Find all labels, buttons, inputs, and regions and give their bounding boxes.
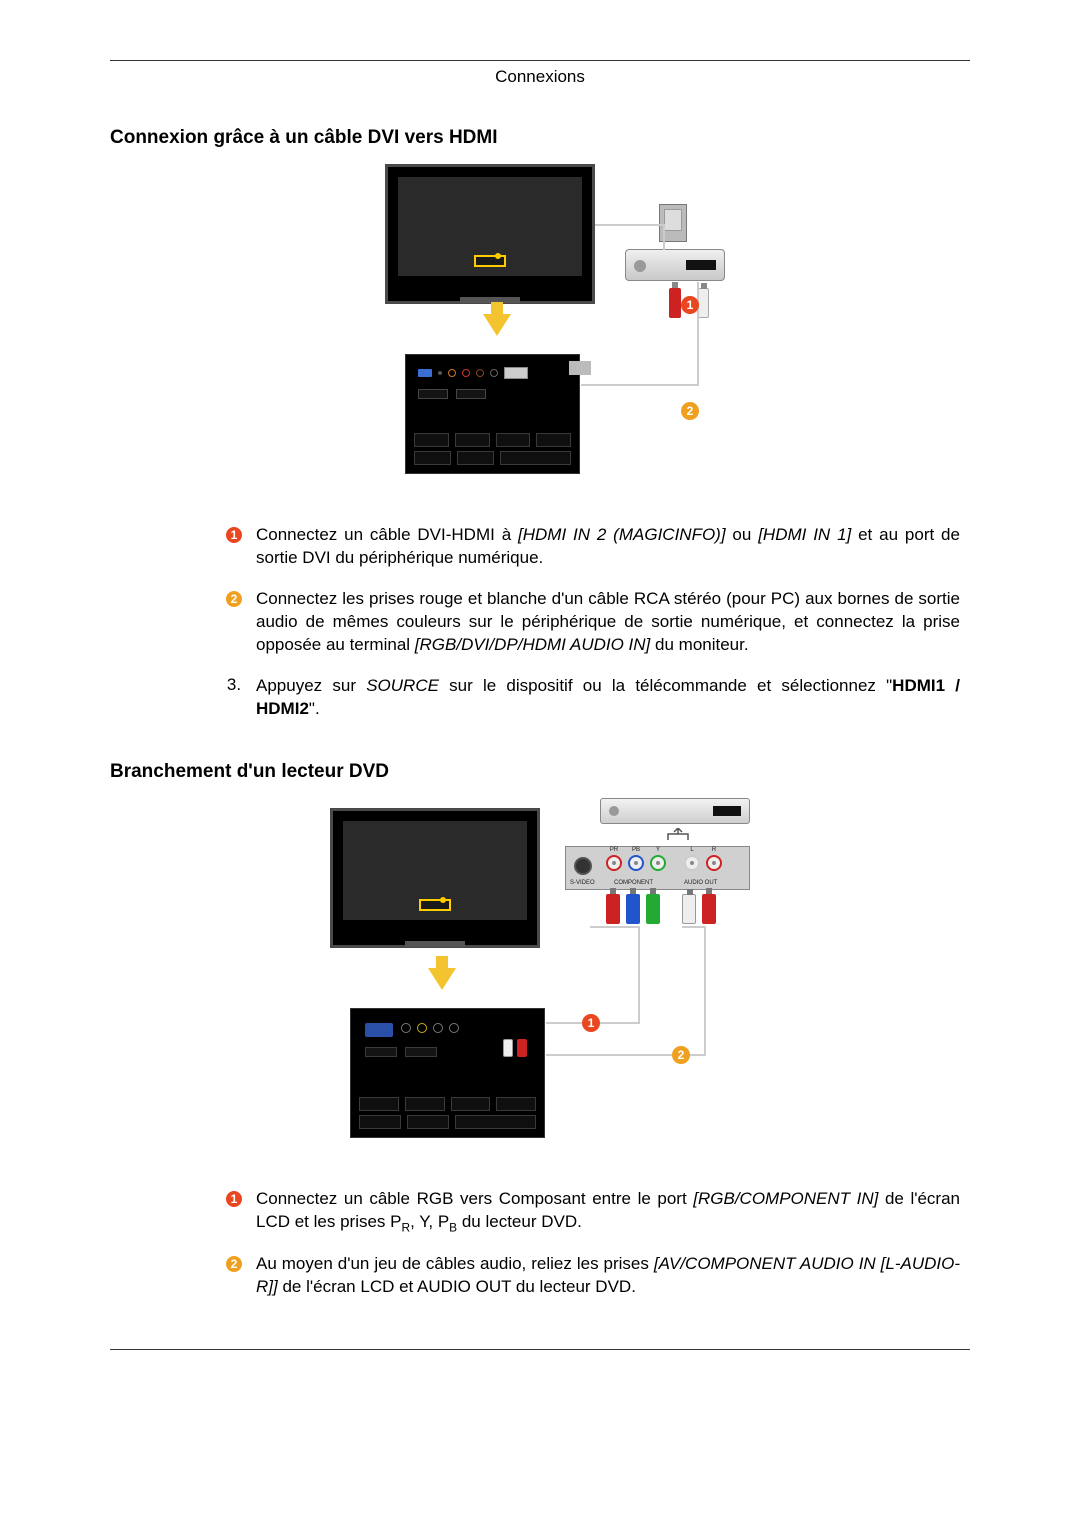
svg-text:1: 1 bbox=[231, 528, 238, 542]
badge-2-icon: 2 bbox=[681, 402, 699, 420]
section2-steps: 1 Connectez un câble RGB vers Composant … bbox=[110, 1188, 970, 1299]
monitor-back bbox=[385, 164, 595, 304]
bottom-rule bbox=[110, 1349, 970, 1350]
bracket-icon bbox=[666, 828, 690, 842]
bullet-2-icon: 2 bbox=[220, 1253, 248, 1273]
rca-white-icon bbox=[682, 894, 696, 924]
svg-text:1: 1 bbox=[231, 1192, 238, 1206]
step-row: 2 Au moyen d'un jeu de câbles audio, rel… bbox=[220, 1253, 960, 1299]
port-panel bbox=[405, 354, 580, 474]
badge-1-icon: 1 bbox=[681, 296, 699, 314]
svideo-label: S-VIDEO bbox=[570, 880, 595, 886]
step-row: 3. Appuyez sur SOURCE sur le dispositif … bbox=[220, 675, 960, 721]
dvd-player-top bbox=[600, 798, 750, 824]
section1-steps: 1 Connectez un câble DVI-HDMI à [HDMI IN… bbox=[110, 524, 970, 721]
svg-text:2: 2 bbox=[231, 1257, 238, 1271]
bullet-1-icon: 1 bbox=[220, 1188, 248, 1208]
page-header: Connexions bbox=[110, 67, 970, 87]
step-text: Appuyez sur SOURCE sur le dispositif ou … bbox=[248, 675, 960, 721]
audioout-label: AUDIO OUT bbox=[684, 880, 717, 886]
badge-2-icon: 2 bbox=[672, 1046, 690, 1064]
step-row: 1 Connectez un câble DVI-HDMI à [HDMI IN… bbox=[220, 524, 960, 570]
port-panel-2 bbox=[350, 1008, 545, 1138]
svg-text:2: 2 bbox=[231, 592, 238, 606]
dvd-back-panel: S-VIDEO PR PB Y COMPONENT L R AUDIO OUT bbox=[565, 846, 750, 890]
arrow-down-icon bbox=[428, 968, 456, 990]
rca-blue-icon bbox=[626, 894, 640, 924]
monitor-back-2 bbox=[330, 808, 540, 948]
step-row: 2 Connectez les prises rouge et blanche … bbox=[220, 588, 960, 657]
step-row: 1 Connectez un câble RGB vers Composant … bbox=[220, 1188, 960, 1235]
bullet-2-icon: 2 bbox=[220, 588, 248, 608]
bullet-1-icon: 1 bbox=[220, 524, 248, 544]
step-text: Au moyen d'un jeu de câbles audio, relie… bbox=[248, 1253, 960, 1299]
rca-red2-icon bbox=[702, 894, 716, 924]
section1-diagram: 1 2 bbox=[110, 164, 970, 484]
bullet-3-plain: 3. bbox=[220, 675, 248, 695]
arrow-down-icon bbox=[483, 314, 511, 336]
section2-diagram: S-VIDEO PR PB Y COMPONENT L R AUDIO OUT bbox=[110, 798, 970, 1148]
step-text: Connectez un câble DVI-HDMI à [HDMI IN 2… bbox=[248, 524, 960, 570]
component-label: COMPONENT bbox=[614, 880, 653, 886]
step-text: Connectez les prises rouge et blanche d'… bbox=[248, 588, 960, 657]
dvd-player bbox=[625, 249, 725, 281]
badge-1-icon: 1 bbox=[582, 1014, 600, 1032]
rca-red-icon bbox=[669, 288, 681, 318]
rca-red-icon bbox=[606, 894, 620, 924]
rca-green-icon bbox=[646, 894, 660, 924]
step-text: Connectez un câble RGB vers Composant en… bbox=[248, 1188, 960, 1235]
section2-heading: Branchement d'un lecteur DVD bbox=[110, 761, 970, 783]
section1-heading: Connexion grâce à un câble DVI vers HDMI bbox=[110, 127, 970, 149]
top-rule bbox=[110, 60, 970, 61]
